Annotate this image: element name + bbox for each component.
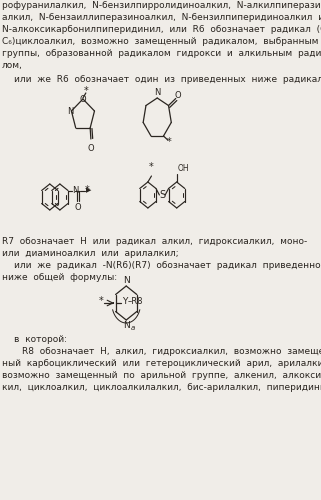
Text: или  же  R6  обозначает  один  из  приведенных  ниже  радикалов:: или же R6 обозначает один из приведенных…: [14, 75, 321, 84]
Text: *: *: [99, 296, 103, 306]
Text: N: N: [123, 321, 130, 330]
Text: N: N: [123, 276, 130, 285]
Text: R7  обозначает  H  или  радикал  алкил,  гидроксиалкил,  моно-: R7 обозначает H или радикал алкил, гидро…: [2, 237, 308, 246]
Text: или  диаминоалкил  или  арилалкил;: или диаминоалкил или арилалкил;: [2, 249, 179, 258]
Text: в  которой:: в которой:: [14, 335, 67, 344]
Text: O: O: [74, 204, 81, 212]
Text: S: S: [159, 190, 165, 200]
Text: N-алкоксикарбонилпиперидинил,  или  R6  обозначает  радикал  (C₃-: N-алкоксикарбонилпиперидинил, или R6 обо…: [2, 25, 321, 34]
Text: кил,  циклоалкил,  циклоалкилалкил,  бис-арилалкил,  пиперидинил,: кил, циклоалкил, циклоалкилалкил, бис-ар…: [2, 383, 321, 392]
Text: *: *: [149, 162, 154, 172]
Text: возможно  замещенный  по  арильной  группе,  алкенил,  алкоксиал-: возможно замещенный по арильной группе, …: [2, 371, 321, 380]
Text: или  же  радикал  -N(R6)(R7)  обозначает  радикал  приведенной: или же радикал -N(R6)(R7) обозначает рад…: [14, 261, 321, 270]
Text: N: N: [67, 106, 73, 116]
Text: ▶: ▶: [86, 188, 91, 194]
Text: O: O: [175, 91, 181, 100]
Text: *: *: [84, 86, 89, 96]
Text: –R8: –R8: [128, 298, 143, 306]
Text: рофуранилалкил,  N-бензилпирролидиноалкил,  N-алкилпиперазино-: рофуранилалкил, N-бензилпирролидиноалкил…: [2, 1, 321, 10]
Text: N: N: [72, 186, 79, 195]
Text: O: O: [80, 94, 86, 104]
Text: ниже  общей  формулы:: ниже общей формулы:: [2, 273, 117, 282]
Text: *: *: [84, 184, 89, 194]
Text: *: *: [167, 137, 172, 147]
Text: алкил,  N-бензаиллиперазиноалкил,  N-бензилпиперидиноалкил  или: алкил, N-бензаиллиперазиноалкил, N-бензи…: [2, 13, 321, 22]
Text: C₆)циклоалкил,  возможно  замещенный  радикалом,  выбранным  из: C₆)циклоалкил, возможно замещенный радик…: [2, 37, 321, 46]
Text: R8  обозначает  H,  алкил,  гидроксиалкил,  возможно  замещен-: R8 обозначает H, алкил, гидроксиалкил, в…: [22, 347, 321, 356]
Text: лом,: лом,: [2, 61, 23, 70]
Text: Y: Y: [122, 298, 127, 306]
Text: a: a: [131, 325, 135, 331]
Text: OH: OH: [178, 164, 189, 173]
Text: O: O: [88, 144, 94, 153]
Text: ный  карбоциклический  или  гетероциклический  арил,  арилалкил,: ный карбоциклический или гетероциклическ…: [2, 359, 321, 368]
Text: группы,  образованной  радикалом  гидрокси  и  алкильным  радика-: группы, образованной радикалом гидрокси …: [2, 49, 321, 58]
Text: N: N: [154, 88, 160, 97]
